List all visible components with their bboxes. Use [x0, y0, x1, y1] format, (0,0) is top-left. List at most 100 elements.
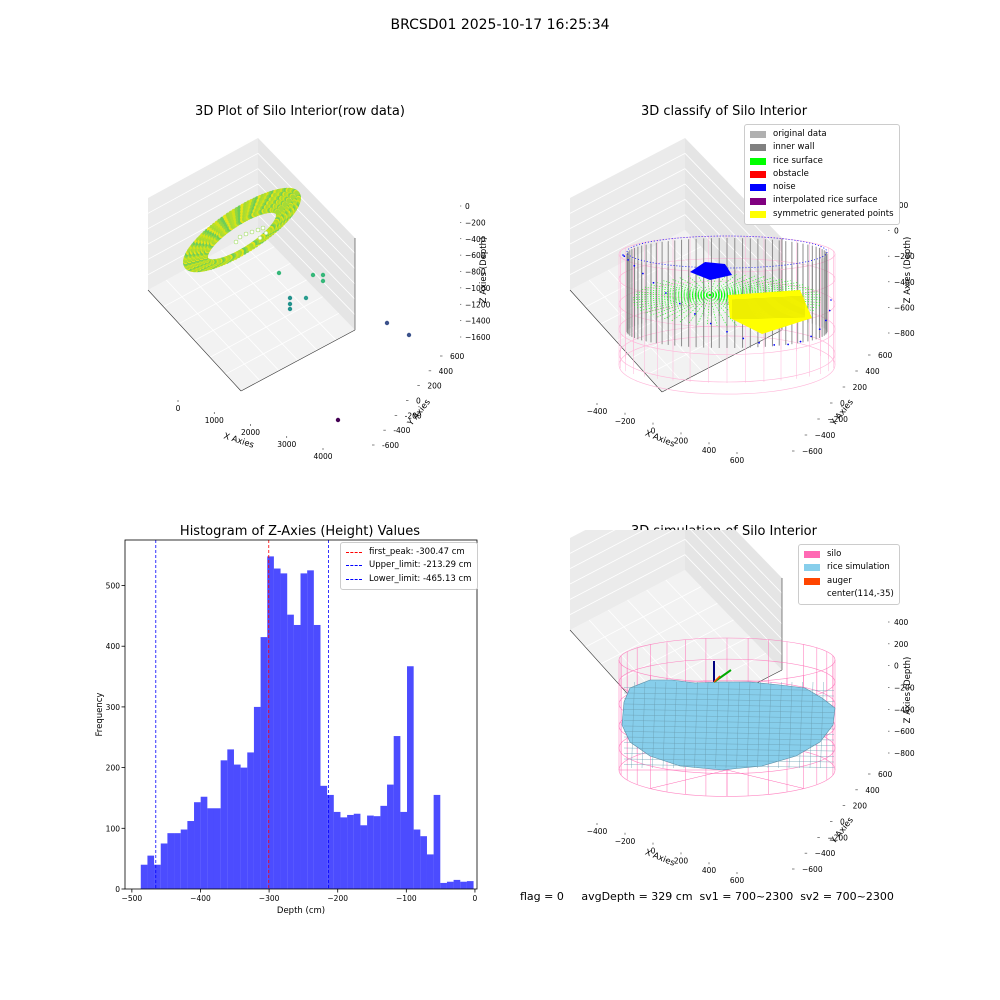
raw-center-point [255, 227, 261, 233]
raw-outlier-point [287, 295, 293, 301]
cls-y-axis-line [661, 329, 783, 393]
raw-z-tick-label: −1400 [465, 317, 491, 326]
cls-grid-line [569, 152, 686, 214]
sim-x-tick-label: 400 [702, 866, 717, 875]
hist-bar [200, 796, 208, 889]
hist-bar [273, 568, 281, 889]
cls-symmetric-line [731, 300, 806, 305]
hist-y-axis-label: Frequency [95, 693, 105, 737]
cls-x-tick-label: 0 [651, 427, 656, 436]
legend-label: Lower_limit: -465.13 cm [369, 573, 472, 584]
cls-z-tick-label: −800 [894, 329, 915, 338]
sim-rice-mesh-line [623, 753, 835, 757]
legend-label: first_peak: -300.47 cm [369, 547, 465, 557]
raw-y-axis-line [240, 329, 356, 392]
sim-rice-mesh-line [809, 681, 814, 769]
legend-label: auger [827, 575, 852, 586]
hist-bar [433, 794, 441, 889]
hist-bar [373, 816, 381, 889]
sim-rice-mesh-line [799, 681, 803, 769]
hist-bar [333, 811, 341, 889]
cls-rice-surface-ray [688, 275, 711, 296]
sim-rice-mesh-line [623, 687, 835, 691]
cls-noise-point [694, 313, 696, 315]
hist-x-tick-label: −200 [327, 894, 348, 903]
legend-item: noise [750, 181, 894, 194]
cls-noise-point [828, 309, 831, 312]
cls-noise-cluster [690, 262, 732, 280]
legend-simulation: silo rice simulation auger center(114,-35) [798, 544, 900, 606]
sim-grid-line [684, 554, 783, 655]
raw-center-point [233, 239, 239, 245]
raw-outlier-point [335, 417, 341, 423]
sim-rice-mesh-line [623, 736, 835, 741]
raw-center-point [257, 235, 263, 241]
legend-swatch [750, 157, 766, 165]
sim-silo-floor-spoke [726, 769, 804, 789]
cls-noise-point [773, 344, 775, 346]
legend-item: rice surface [750, 155, 894, 168]
legend-item: inner wall [750, 141, 894, 154]
cls-grid-line [684, 168, 783, 269]
legend-label: rice surface [773, 155, 823, 166]
sim-rice-mesh-line [623, 731, 835, 735]
hist-bar [466, 881, 474, 889]
sim-rice-mesh-line [631, 681, 635, 769]
cls-noise-point [787, 343, 789, 346]
cls-noise-point [799, 340, 802, 343]
cls-z-axis-label: Z Axies (Depth) [903, 237, 913, 304]
raw-outlier-point [303, 295, 309, 301]
hist-bar [413, 829, 421, 889]
sim-auger-line [713, 675, 721, 683]
hist-bar [187, 821, 195, 889]
panel-title-classify: 3D classify of Silo Interior [640, 104, 808, 119]
hist-y-tick-label: 300 [106, 703, 121, 712]
hist-bar [140, 864, 148, 889]
cls-noise-point [679, 302, 681, 305]
legend-item: obstacle [750, 168, 894, 181]
cls-symmetric-line [731, 310, 806, 314]
sim-x-tick-label: 0 [651, 847, 656, 856]
raw-ring-point [294, 190, 300, 196]
sim-z-axis-label: Z Axies (Depth) [903, 657, 913, 724]
cls-symmetric-line [731, 296, 806, 302]
cls-noise-point [665, 292, 667, 294]
legend-item: auger [804, 575, 894, 588]
cls-rice-surface-ray [663, 294, 711, 320]
sim-rice-mesh-line [623, 692, 835, 697]
raw-x-tick-label: 3000 [277, 440, 296, 449]
raw-outlier-point [406, 332, 412, 338]
raw-ring-point [282, 201, 288, 208]
cls-rice-surface-ray [709, 278, 783, 296]
sim-back-right-pane [685, 530, 782, 670]
sim-rice-mesh-line [623, 747, 835, 752]
sim-silo-floor-spoke [650, 769, 728, 789]
hist-bar [453, 879, 461, 889]
cls-x-tick-label: −200 [615, 417, 636, 426]
hist-bar [213, 808, 221, 889]
legend-item: silo [804, 548, 894, 561]
legend-label: center(114,-35) [827, 588, 894, 599]
sim-rice-mesh-line [704, 681, 709, 769]
cls-symmetric-line [731, 302, 806, 307]
hist-axes-frame [124, 539, 478, 890]
cls-noise-point [623, 255, 626, 257]
sim-rice-mesh-line [641, 681, 646, 769]
sim-rice-mesh-line [757, 681, 761, 769]
cls-symmetric-line [731, 314, 806, 318]
hist-bar [327, 794, 334, 889]
cls-x-axis-label: X Axies [643, 429, 676, 450]
raw-outlier-point [320, 278, 326, 284]
raw-y-tick-label: 200 [427, 382, 442, 391]
cls-rice-surface-ray [640, 289, 711, 296]
legend-classify: original data inner wall rice surface obsta… [744, 124, 900, 226]
hist-bar [194, 802, 201, 889]
raw-x-axis-line [147, 289, 242, 392]
hist-bar [420, 836, 427, 889]
sim-y-tick-label: 0 [840, 818, 845, 827]
hist-y-tick-label: 200 [106, 764, 121, 773]
cls-rice-surface-ray [632, 294, 711, 298]
sim-rice-mesh-line [767, 681, 772, 769]
hist-bar [174, 833, 181, 889]
sim-y-tick-label: 400 [865, 786, 880, 795]
